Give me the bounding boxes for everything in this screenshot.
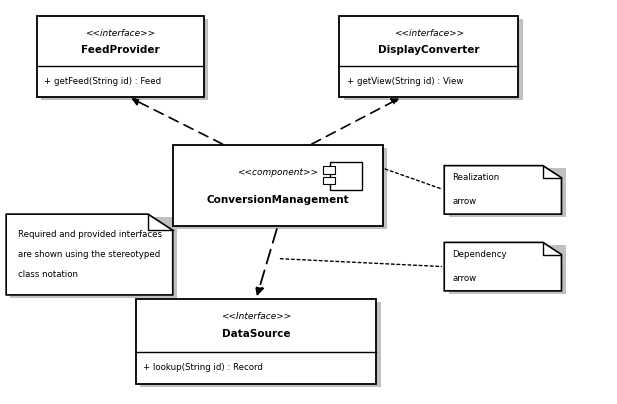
Bar: [449, 168, 566, 217]
Bar: [344, 19, 523, 100]
Bar: [323, 166, 334, 174]
Text: class notation: class notation: [18, 270, 78, 279]
Text: Dependency: Dependency: [452, 250, 507, 259]
Polygon shape: [444, 166, 561, 214]
Text: + getFeed(String id) : Feed: + getFeed(String id) : Feed: [44, 77, 162, 86]
Bar: [41, 19, 208, 100]
Text: <<component>>: <<component>>: [237, 168, 318, 177]
Text: + getView(String id) : View: + getView(String id) : View: [347, 77, 463, 86]
Text: ConversionManagement: ConversionManagement: [206, 195, 349, 204]
Text: FeedProvider: FeedProvider: [81, 45, 160, 55]
Text: <<interface>>: <<interface>>: [394, 29, 464, 38]
Bar: [330, 162, 362, 190]
Bar: [177, 148, 387, 229]
Text: Required and provided interfaces: Required and provided interfaces: [18, 230, 162, 239]
Text: Realization: Realization: [452, 173, 500, 182]
Text: + lookup(String id) : Record: + lookup(String id) : Record: [143, 363, 263, 372]
Text: arrow: arrow: [452, 274, 476, 283]
Bar: [140, 302, 381, 387]
Bar: [173, 145, 383, 226]
Text: arrow: arrow: [452, 198, 476, 206]
Bar: [37, 16, 204, 97]
Bar: [10, 217, 177, 298]
Text: are shown using the stereotyped: are shown using the stereotyped: [18, 250, 160, 259]
Text: DataSource: DataSource: [222, 329, 291, 339]
Text: DisplayConverter: DisplayConverter: [378, 45, 479, 55]
Polygon shape: [6, 214, 173, 295]
Text: <<Interface>>: <<Interface>>: [221, 312, 291, 321]
Bar: [449, 245, 566, 294]
Text: <<interface>>: <<interface>>: [85, 29, 155, 38]
Bar: [136, 299, 376, 384]
Polygon shape: [444, 242, 561, 291]
Bar: [323, 177, 334, 184]
Bar: [339, 16, 518, 97]
